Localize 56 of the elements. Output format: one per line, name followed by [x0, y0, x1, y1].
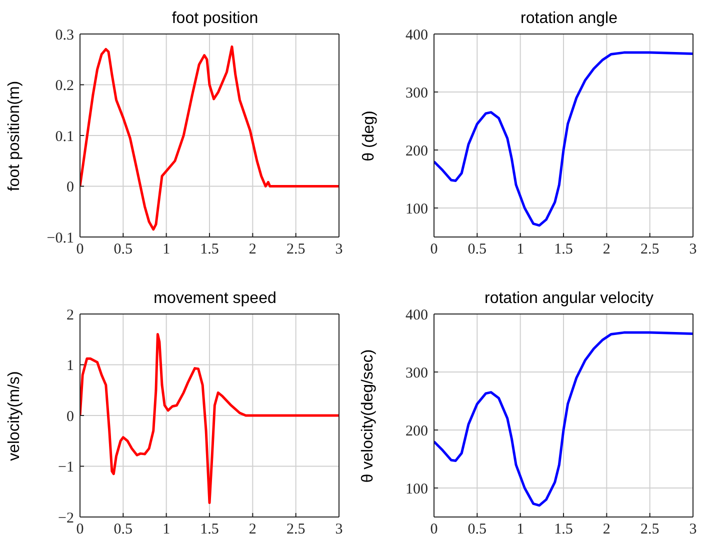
x-tick-label: 2.5 [640, 522, 660, 538]
chart-title: foot position [170, 10, 260, 28]
x-tick-label: 0.5 [114, 522, 133, 538]
x-tick-label: 2 [248, 242, 256, 258]
x-tick-label: 0 [430, 242, 438, 258]
x-tick-label: 1 [162, 242, 170, 258]
y-tick-label: 0.2 [55, 78, 74, 94]
chart-title: rotation angle [520, 10, 618, 28]
y-tick-label: −1 [58, 460, 74, 476]
x-tick-label: 2 [602, 242, 610, 258]
x-tick-label: 0.5 [114, 242, 133, 258]
x-tick-label: 3 [335, 522, 343, 538]
x-tick-label: 2.5 [286, 242, 306, 258]
x-tick-label: 2 [248, 522, 256, 538]
x-tick-label: 1.5 [554, 242, 573, 258]
x-tick-label: 1.5 [200, 522, 219, 538]
x-tick-label: 1.5 [200, 242, 219, 258]
y-axis-title: velocity(m/s) [6, 371, 24, 461]
y-tick-label: 100 [406, 201, 428, 218]
y-tick-label: 300 [406, 85, 428, 102]
x-tick-label: 1 [516, 242, 524, 258]
y-tick-label: 200 [406, 423, 428, 440]
chart-title: movement speed [152, 290, 278, 308]
x-tick-label: 1 [162, 522, 170, 538]
y-tick-label: 400 [406, 307, 428, 324]
y-tick-label: 300 [406, 365, 428, 382]
x-tick-label: 0.5 [468, 522, 487, 538]
line-series [80, 45, 339, 231]
x-tick-label: 2.5 [286, 522, 306, 538]
x-tick-label: 2 [602, 522, 610, 538]
x-tick-label: 3 [689, 242, 697, 258]
y-tick-label: 1 [66, 358, 74, 374]
y-tick-label: 400 [406, 27, 428, 44]
y-tick-label: −0.1 [46, 230, 74, 246]
y-tick-label: 0 [66, 180, 74, 196]
y-tick-label: 100 [406, 481, 428, 498]
x-tick-label: 3 [335, 242, 343, 258]
chart-title: rotation angular velocity [484, 290, 654, 308]
line-series [80, 333, 339, 504]
y-axis-title: θ velocity(deg/sec) [360, 349, 378, 483]
line-series [434, 331, 693, 507]
y-axis-title: foot position(m) [6, 80, 24, 192]
y-tick-label: 2 [66, 307, 74, 324]
x-tick-label: 3 [689, 522, 697, 538]
y-tick-label: −2 [58, 510, 74, 526]
y-axis-title: θ (deg) [360, 110, 378, 162]
x-tick-label: 1.5 [554, 522, 573, 538]
y-tick-label: 0.3 [55, 27, 74, 44]
x-tick-label: 0 [430, 522, 438, 538]
x-tick-label: 0.5 [468, 242, 487, 258]
y-tick-label: 200 [406, 143, 428, 160]
x-tick-label: 1 [516, 522, 524, 538]
x-tick-label: 2.5 [640, 242, 660, 258]
line-series [434, 51, 693, 227]
y-tick-label: 0.1 [55, 128, 74, 145]
y-tick-label: 0 [66, 408, 74, 425]
